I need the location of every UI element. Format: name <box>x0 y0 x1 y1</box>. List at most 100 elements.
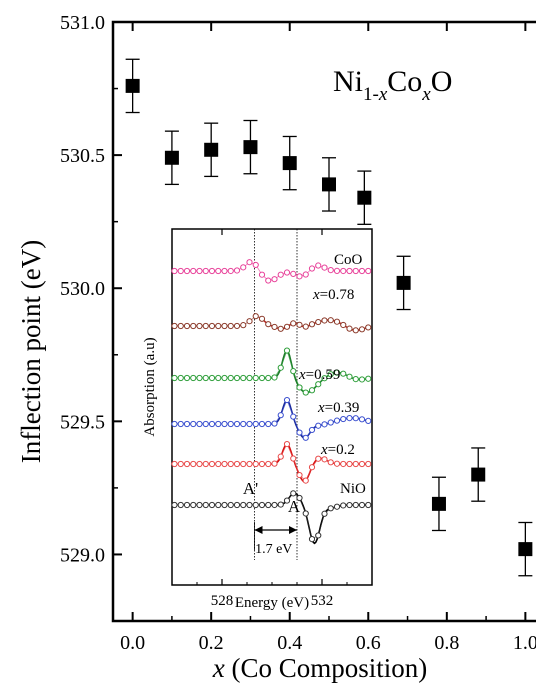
inset-x-tick-label: 528 <box>211 593 234 609</box>
spectrum-point <box>340 460 347 468</box>
inset-x-axis-label: Energy (eV) <box>235 595 309 611</box>
spectrum-label-var: x <box>312 287 320 303</box>
spectrum-point <box>296 471 303 479</box>
gap-label: 1.7 eV <box>255 542 292 557</box>
spectrum-point <box>240 264 247 271</box>
formula-o: O <box>431 65 453 98</box>
spectrum-point <box>258 374 266 382</box>
spectrum-point <box>202 501 209 509</box>
spectrum-point <box>346 267 353 275</box>
spectrum-point <box>227 460 234 468</box>
spectrum-point <box>346 325 353 332</box>
spectrum-point <box>177 267 184 275</box>
spectrum-point <box>333 267 341 274</box>
spectrum-point <box>221 420 228 428</box>
spectrum-point <box>265 374 272 382</box>
spectrum-point <box>190 267 197 275</box>
spectrum-point <box>365 501 372 509</box>
spectrum-point <box>358 326 366 333</box>
spectrum-point <box>177 322 184 330</box>
spectrum-point <box>215 420 222 428</box>
spectrum-point <box>321 317 328 324</box>
data-point <box>282 156 297 171</box>
spectrum-point <box>233 420 241 428</box>
x-tick-label: 0.0 <box>120 632 145 654</box>
spectrum-point <box>271 460 278 467</box>
spectrum-point <box>246 460 253 468</box>
spectrum-point <box>290 368 297 375</box>
spectrum-point <box>202 267 209 275</box>
spectrum-point <box>265 460 272 468</box>
spectrum-point <box>346 460 353 468</box>
spectrum-point <box>358 267 366 275</box>
spectrum-point <box>208 420 216 428</box>
spectrum-point <box>346 501 353 509</box>
spectrum-point <box>352 376 359 383</box>
spectrum-point <box>240 374 247 382</box>
spectrum-point <box>233 267 241 274</box>
data-point <box>518 542 533 557</box>
spectrum-point <box>190 420 197 428</box>
spectrum-point <box>302 389 309 396</box>
spectrum-point <box>352 460 359 468</box>
spectrum-point <box>315 318 322 326</box>
spectrum-point <box>333 460 341 467</box>
spectrum-point <box>296 384 303 391</box>
spectrum-point <box>196 501 203 509</box>
spectrum-point <box>283 269 291 276</box>
spectrum-point <box>227 322 234 330</box>
data-point <box>396 275 411 290</box>
y-tick-label: 530.0 <box>60 278 105 300</box>
spectrum-point <box>277 453 284 460</box>
spectrum-point <box>252 501 259 509</box>
spectrum-point <box>296 321 303 328</box>
spectrum-point <box>183 460 191 468</box>
spectrum-point <box>277 501 284 508</box>
spectrum-point <box>196 267 203 275</box>
spectrum-label: x=0.39 <box>317 400 359 416</box>
spectrum-point <box>208 322 216 330</box>
spectrum-point <box>365 375 372 382</box>
spectrum-point <box>221 374 228 382</box>
spectrum-point <box>246 420 253 428</box>
spectrum-point <box>271 420 278 427</box>
spectrum-point <box>171 460 178 468</box>
spectrum-point <box>358 376 366 383</box>
spectrum-point <box>308 387 316 394</box>
x-tick-label: 0.6 <box>356 632 381 654</box>
y-axis-label: Inflection point (eV) <box>16 240 46 463</box>
spectrum-point <box>246 318 253 325</box>
x-axis-label-variable: x <box>212 653 225 683</box>
inset-y-axis-label: Absorption (a.u) <box>142 337 158 436</box>
spectrum-point <box>240 501 247 509</box>
y-tick-label: 529.5 <box>60 411 105 433</box>
spectrum-point <box>271 501 278 509</box>
spectrum-label-var: x <box>298 367 306 383</box>
spectrum-point <box>315 532 322 539</box>
spectrum-point <box>340 321 347 329</box>
spectrum-point <box>358 460 366 468</box>
spectrum-point <box>321 264 328 271</box>
spectrum-point <box>215 374 222 382</box>
y-tick-label: 530.5 <box>60 145 105 167</box>
spectrum-point <box>233 322 241 330</box>
spectrum-label-value: =0.39 <box>325 400 360 416</box>
formula-subscript-1-num: 1- <box>363 84 379 105</box>
spectrum-point <box>296 494 303 502</box>
spectrum-point <box>346 414 353 422</box>
spectrum-point <box>352 415 359 422</box>
spectrum-point <box>315 455 322 462</box>
spectrum-point <box>265 277 272 284</box>
spectrum-point <box>333 417 341 424</box>
spectrum-point <box>327 459 334 466</box>
spectrum-point <box>227 374 234 382</box>
spectrum-point <box>177 501 184 509</box>
spectrum-point <box>315 262 322 269</box>
spectrum-label: x=0.2 <box>320 442 355 458</box>
spectrum-point <box>352 267 359 275</box>
spectrum-point <box>333 369 341 376</box>
spectrum-point <box>183 374 191 382</box>
spectrum-point <box>365 417 372 424</box>
spectrum-point <box>246 374 253 382</box>
spectrum-point <box>208 501 216 509</box>
